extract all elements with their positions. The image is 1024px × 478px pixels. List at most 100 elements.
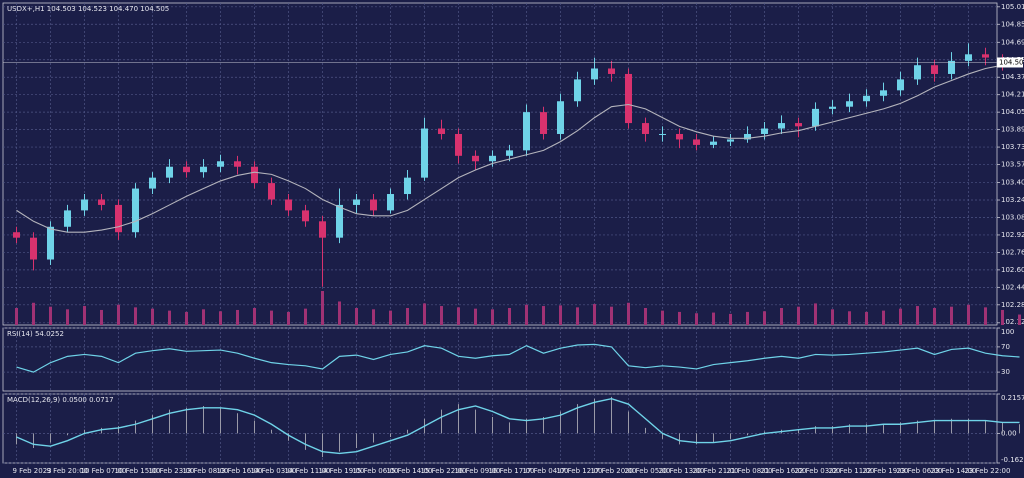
volume-bar	[15, 308, 18, 325]
volume-bar	[967, 304, 970, 325]
volume-bar	[695, 313, 698, 325]
y-tick-label: -0.1622	[1001, 456, 1024, 464]
candle-body	[234, 161, 241, 167]
y-tick-label: 104.210	[1001, 91, 1024, 99]
candle-body	[965, 54, 972, 61]
volume-bar	[882, 310, 885, 325]
candle-body	[30, 237, 37, 260]
candle-body	[897, 79, 904, 91]
volume-bar	[406, 308, 409, 325]
candle-body	[846, 101, 853, 107]
y-tick-label: 104.050	[1001, 108, 1024, 116]
candle-body	[489, 155, 496, 162]
candle-body	[676, 133, 683, 140]
candle-body	[115, 204, 122, 233]
volume-bar	[950, 306, 953, 325]
x-tick-label: 10 Feb 23:00	[149, 467, 195, 475]
x-tick-label: 21 Feb 08:00	[727, 467, 773, 475]
candle-body	[625, 73, 632, 124]
volume-bar	[117, 304, 120, 325]
volume-bar	[389, 310, 392, 325]
volume-bar	[168, 310, 171, 325]
volume-bar	[610, 306, 613, 325]
candle-body	[591, 68, 598, 80]
candle-body	[778, 123, 785, 129]
x-tick-label: 9 Feb 20:00	[47, 467, 88, 475]
volume-bar	[355, 308, 358, 325]
volume-bar	[899, 308, 902, 325]
volume-bar	[644, 308, 647, 325]
x-tick-label: 10 Feb 15:00	[115, 467, 161, 475]
volume-bar	[202, 309, 205, 325]
volume-bar	[712, 312, 715, 325]
volume-bar	[66, 309, 69, 325]
y-tick-label: 103.405	[1001, 179, 1024, 187]
candle-body	[251, 166, 258, 184]
volume-bar	[1001, 309, 1004, 325]
volume-bar	[321, 291, 324, 325]
panel-title: RSI(14) 54.0252	[7, 330, 64, 338]
x-tick-label: 20 Feb 13:00	[659, 467, 705, 475]
volume-bar	[185, 311, 188, 325]
volume-bar	[627, 302, 630, 325]
volume-bar	[423, 303, 426, 325]
volume-bar	[576, 307, 579, 325]
volume-bar	[32, 302, 35, 325]
volume-bar	[338, 301, 341, 325]
volume-bar	[763, 311, 766, 325]
y-tick-label: 103.730	[1001, 143, 1024, 151]
x-tick-label: 16 Feb 17:00	[489, 467, 535, 475]
candle-body	[506, 150, 513, 156]
volume-bar	[134, 307, 137, 325]
last-price-box	[997, 57, 1023, 68]
x-tick-label: 15 Feb 14:00	[387, 467, 433, 475]
y-tick-label: 103.570	[1001, 161, 1024, 169]
volume-bar	[270, 310, 273, 325]
volume-bar	[474, 308, 477, 325]
candle-body	[302, 210, 309, 222]
y-tick-label: 102.605	[1001, 266, 1024, 274]
panel-title: MACD(12,26,9) 0.0500 0.0717	[7, 396, 114, 404]
x-tick-label: 14 Feb 03:00	[251, 467, 297, 475]
x-tick-label: 13 Feb 16:00	[217, 467, 263, 475]
x-tick-label: 15 Feb 22:00	[421, 467, 467, 475]
volume-bar	[559, 305, 562, 325]
volume-bar	[678, 311, 681, 325]
candle-body	[149, 177, 156, 189]
x-tick-label: 14 Feb 11:00	[285, 467, 331, 475]
y-tick-label: 105.015	[1001, 3, 1024, 11]
candle-body	[200, 166, 207, 173]
volume-bar	[542, 306, 545, 325]
volume-bar	[729, 313, 732, 325]
x-tick-label: 16 Feb 09:00	[455, 467, 501, 475]
y-tick-label: 30	[1001, 368, 1010, 376]
x-tick-label: 22 Feb 03:00	[795, 467, 841, 475]
panel-frame	[2, 2, 998, 326]
volume-bar	[661, 310, 664, 325]
x-tick-label: 17 Feb 12:00	[557, 467, 603, 475]
candle-body	[336, 204, 343, 238]
candle-body	[914, 65, 921, 80]
volume-bar	[508, 308, 511, 325]
candle-body	[98, 199, 105, 205]
x-tick-label: 20 Feb 05:00	[625, 467, 671, 475]
volume-bar	[287, 311, 290, 325]
y-tick-label: 0.2157	[1001, 394, 1024, 402]
volume-bar	[1018, 314, 1021, 325]
volume-bar	[780, 308, 783, 325]
volume-bar	[525, 304, 528, 325]
volume-bar	[814, 303, 817, 325]
volume-bar	[797, 306, 800, 325]
candle-body	[693, 139, 700, 145]
candle-body	[931, 65, 938, 74]
candle-body	[166, 166, 173, 178]
volume-bar	[219, 311, 222, 325]
last-price-label: 104.505	[999, 58, 1024, 66]
x-tick-label: 23 Feb 06:00	[897, 467, 943, 475]
y-tick-label: 102.120	[1001, 318, 1024, 326]
candle-body	[557, 101, 564, 134]
volume-bar	[151, 308, 154, 325]
candle-body	[472, 155, 479, 162]
moving-average	[16, 62, 1020, 233]
x-tick-label: 22 Feb 19:00	[863, 467, 909, 475]
